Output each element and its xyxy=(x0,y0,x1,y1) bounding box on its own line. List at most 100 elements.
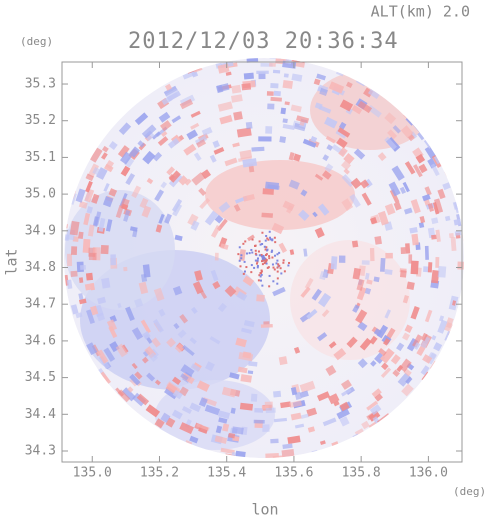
echo-patch xyxy=(338,147,348,158)
echo-patch xyxy=(361,192,372,206)
echo-patch xyxy=(231,84,242,94)
echo-patch xyxy=(270,250,273,253)
echo-patch xyxy=(218,201,231,213)
echo-patch xyxy=(75,188,86,203)
echo-patch xyxy=(103,347,116,362)
echo-patch xyxy=(306,308,318,320)
echo-patch xyxy=(189,435,199,444)
echo-patch xyxy=(171,115,182,124)
echo-patch xyxy=(158,308,166,317)
echo-patch xyxy=(240,254,243,257)
echo-patch xyxy=(121,387,136,402)
echo-patch xyxy=(238,351,254,362)
echo-patch xyxy=(172,285,183,296)
echo-patch xyxy=(429,352,437,360)
echo-patch xyxy=(412,334,423,348)
echo-patch xyxy=(267,238,270,241)
echo-patch xyxy=(290,104,302,113)
echo-patch xyxy=(448,233,454,239)
echo-patch xyxy=(80,264,86,270)
echo-patch xyxy=(204,210,219,226)
echo-patch xyxy=(392,369,400,377)
echo-patch xyxy=(297,58,308,62)
echo-patch xyxy=(288,151,295,161)
echo-patch xyxy=(102,145,109,153)
echo-patch xyxy=(90,305,99,316)
echo-patch xyxy=(293,153,302,162)
echo-patch xyxy=(287,264,290,267)
echo-patch xyxy=(271,256,274,259)
echo-patch xyxy=(300,189,308,197)
echo-patch xyxy=(75,312,83,319)
echo-patch xyxy=(317,292,332,308)
echo-patch xyxy=(273,390,282,398)
echo-patch xyxy=(454,230,462,236)
echo-patch xyxy=(78,293,84,301)
echo-patch xyxy=(324,116,338,129)
echo-patch xyxy=(265,246,268,249)
echo-patch xyxy=(214,435,228,444)
echo-patch xyxy=(209,336,221,345)
echo-patch xyxy=(400,247,406,254)
echo-patch xyxy=(278,242,288,254)
echo-patch xyxy=(259,279,262,282)
echo-patch xyxy=(437,266,447,278)
echo-patch xyxy=(179,422,194,435)
echo-patch xyxy=(268,255,271,258)
echo-patch xyxy=(282,261,285,264)
echo-patch xyxy=(250,264,253,267)
echo-patch xyxy=(299,380,316,393)
echo-patch xyxy=(260,273,263,276)
echo-patch xyxy=(168,173,183,188)
echo-patch xyxy=(431,269,440,284)
echo-patch xyxy=(442,182,451,191)
echo-patch xyxy=(276,259,279,262)
echo-patch xyxy=(120,151,133,165)
echo-patch xyxy=(161,130,168,137)
echo-patch xyxy=(127,386,134,393)
echo-patch xyxy=(92,167,102,176)
echo-patch xyxy=(196,139,207,148)
echo-patch xyxy=(123,209,131,222)
echo-patch xyxy=(377,152,387,162)
echo-patch xyxy=(406,281,415,290)
echo-patch xyxy=(256,259,259,262)
echo-patch xyxy=(240,257,243,260)
echo-patch xyxy=(420,336,431,349)
echo-patch xyxy=(319,270,328,281)
x-tick-label: 136.0 xyxy=(409,466,448,481)
echo-patch xyxy=(369,404,382,416)
echo-patch xyxy=(413,342,421,350)
echo-patch xyxy=(341,388,352,397)
echo-patch xyxy=(374,393,383,402)
echo-patch xyxy=(250,393,258,402)
echo-patch xyxy=(218,417,228,424)
echo-patch xyxy=(254,245,257,248)
echo-patch xyxy=(123,266,128,272)
echo-patch xyxy=(211,224,221,238)
echo-patch xyxy=(388,181,401,197)
echo-patch xyxy=(251,146,265,152)
echo-patch xyxy=(384,269,393,275)
echo-patch xyxy=(167,137,180,149)
echo-patch xyxy=(253,419,265,424)
echo-patch xyxy=(270,438,279,444)
echo-patch xyxy=(83,212,91,226)
echo-patch xyxy=(129,378,138,387)
echo-patch xyxy=(373,276,380,283)
echo-patch xyxy=(64,304,70,313)
echo-patch xyxy=(393,201,402,211)
echo-patch xyxy=(94,211,102,226)
echo-patch xyxy=(266,91,274,96)
x-tick-label: 135.0 xyxy=(73,466,112,481)
echo-patch xyxy=(271,239,274,242)
echo-patch xyxy=(236,291,248,301)
echo-patch xyxy=(217,101,233,112)
echo-patch xyxy=(359,179,370,189)
echo-patch xyxy=(306,407,318,417)
y-tick-label: 34.9 xyxy=(25,223,56,238)
echo-patch xyxy=(141,124,157,139)
echo-patch xyxy=(134,112,149,126)
echo-patch xyxy=(260,260,263,263)
echo-patch xyxy=(135,91,144,100)
